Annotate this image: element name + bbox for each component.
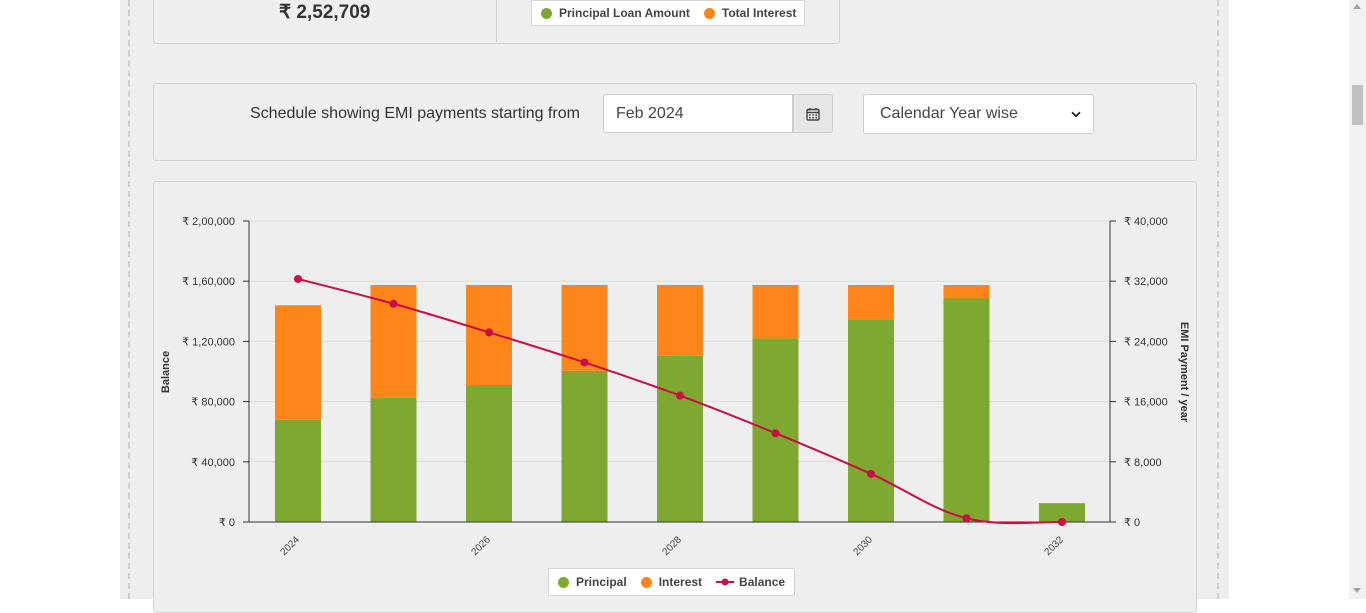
bar-principal-2026 <box>466 385 512 522</box>
bar-principal-2031 <box>943 298 990 522</box>
right-axis-title: EMI Payment / year <box>1178 322 1190 423</box>
bar-interest-2028 <box>657 284 703 356</box>
bar-interest-2030 <box>848 284 894 320</box>
legend-dot-icon <box>703 7 715 19</box>
x-tick-label-2032: 2032 <box>1042 534 1066 558</box>
total-payment-value: ₹ 2,52,709 <box>279 2 371 23</box>
left-axis-tick-label: ₹ 40,000 <box>191 457 235 469</box>
legend-item-interest[interactable]: Interest <box>640 575 703 589</box>
legend-dot-icon <box>640 576 652 588</box>
line-marker-icon <box>716 578 735 586</box>
x-tick-label-2024: 2024 <box>278 534 302 558</box>
x-tick-label-2026: 2026 <box>469 534 493 558</box>
left-axis-tick-label: ₹ 1,60,000 <box>182 276 235 288</box>
legend-label: Balance <box>739 575 786 589</box>
scrollbar[interactable] <box>1349 0 1366 599</box>
legend-dot-icon <box>541 7 552 19</box>
bar-principal-2027 <box>561 370 608 522</box>
chart-legend: Principal Interest Balance <box>548 568 796 596</box>
balance-point-2030 <box>867 469 875 478</box>
summary-divider <box>496 0 497 42</box>
right-dashed-border <box>1217 0 1219 599</box>
bar-interest-2024 <box>275 305 321 420</box>
left-dashed-border <box>128 0 130 599</box>
right-axis-tick-label: ₹ 24,000 <box>1124 336 1168 348</box>
x-tick-label-2028: 2028 <box>660 534 684 558</box>
right-axis-tick-label: ₹ 32,000 <box>1124 276 1168 288</box>
balance-point-2026 <box>485 328 493 337</box>
x-tick-label-2030: 2030 <box>851 534 875 558</box>
legend-item-principal-loan[interactable]: Principal Loan Amount <box>541 6 690 20</box>
balance-point-2029 <box>771 429 780 438</box>
bar-interest-2031 <box>943 284 990 299</box>
schedule-label: Schedule showing EMI payments starting f… <box>250 105 580 122</box>
calendar-icon <box>806 107 820 121</box>
start-month-input[interactable] <box>603 94 793 133</box>
balance-point-2025 <box>389 299 398 308</box>
left-axis-tick-label: ₹ 0 <box>219 517 235 529</box>
calendar-button[interactable] <box>793 94 833 133</box>
right-axis-tick-label: ₹ 8,000 <box>1124 457 1162 469</box>
scroll-up-icon[interactable] <box>1353 4 1361 9</box>
bar-principal-2025 <box>370 397 417 522</box>
legend-label: Interest <box>658 575 703 589</box>
legend-dot-icon <box>558 576 569 588</box>
chevron-down-icon <box>1071 111 1081 117</box>
left-axis-tick-label: ₹ 2,00,000 <box>182 216 235 228</box>
period-select[interactable]: Calendar Year wise <box>863 94 1094 134</box>
balance-point-2031 <box>962 514 971 523</box>
balance-point-2024 <box>294 274 302 283</box>
bar-interest-2029 <box>752 284 799 339</box>
left-axis-tick-label: ₹ 1,20,000 <box>182 336 235 348</box>
legend-item-total-interest[interactable]: Total Interest <box>703 6 797 20</box>
emi-schedule-chart: ₹ 0 ₹ 0 ₹ 40,000 ₹ 8,000 ₹ 80,000 ₹ 16,000 ₹ 1… <box>160 216 1190 558</box>
pie-legend: Principal Loan Amount Total Interest <box>531 0 806 26</box>
legend-item-balance[interactable]: Balance <box>716 575 785 589</box>
legend-label: Principal Loan Amount <box>559 6 690 20</box>
bar-principal-2028 <box>657 355 703 522</box>
left-axis-tick-label: ₹ 80,000 <box>191 397 235 409</box>
bar-principal-2030 <box>848 319 894 522</box>
legend-label: Principal <box>576 575 627 589</box>
bar-principal-2032 <box>1039 503 1085 522</box>
balance-point-2027 <box>580 358 589 367</box>
balance-point-2032 <box>1058 518 1066 526</box>
bar-principal-2024 <box>275 419 321 522</box>
right-axis-tick-label: ₹ 16,000 <box>1124 397 1168 409</box>
left-axis-title: Balance <box>160 351 172 393</box>
legend-item-principal[interactable]: Principal <box>558 575 627 589</box>
legend-label: Total Interest <box>721 6 797 20</box>
right-axis-tick-label: ₹ 40,000 <box>1124 216 1168 228</box>
right-axis-tick-label: ₹ 0 <box>1124 517 1140 529</box>
scroll-down-icon[interactable] <box>1353 588 1361 593</box>
scrollbar-thumb[interactable] <box>1352 85 1363 125</box>
balance-point-2028 <box>676 391 684 400</box>
period-select-value: Calendar Year wise <box>880 105 1018 122</box>
